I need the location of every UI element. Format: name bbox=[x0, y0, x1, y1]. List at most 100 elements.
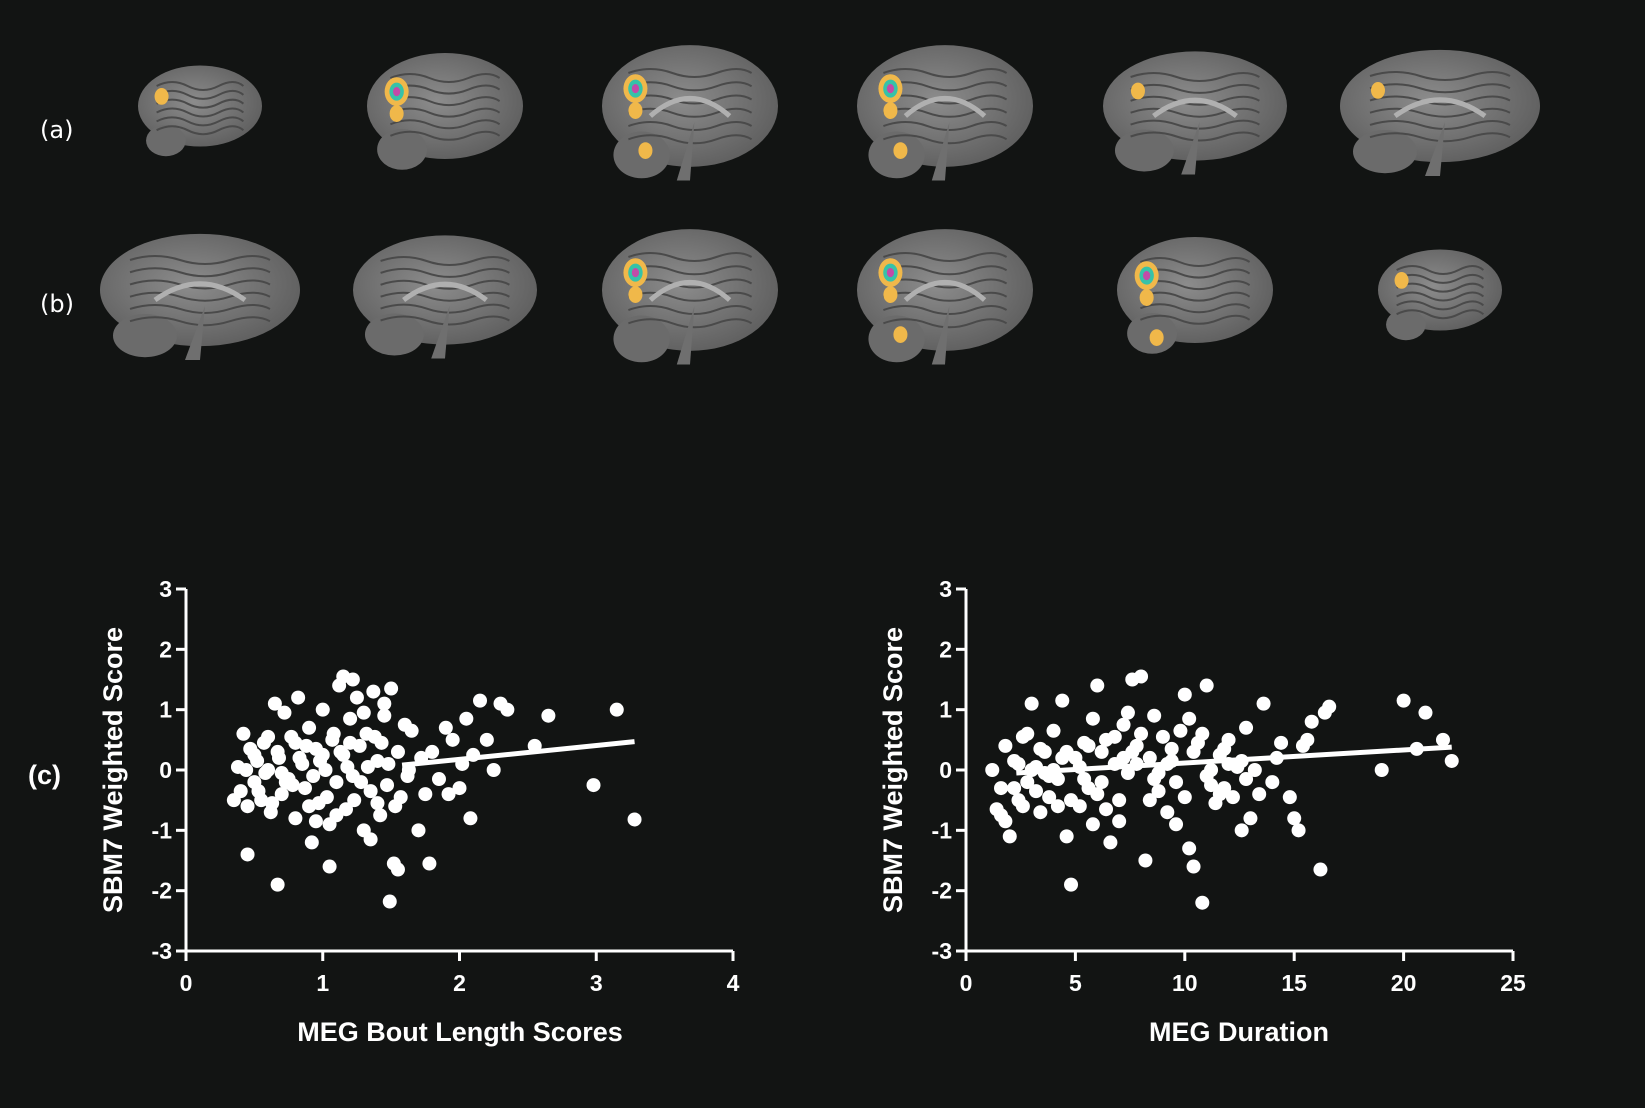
activation-blob bbox=[883, 102, 898, 119]
x-tick-label: 4 bbox=[727, 970, 740, 996]
brain-slices bbox=[100, 45, 1540, 365]
scatter-point bbox=[271, 750, 286, 765]
scatter-point bbox=[306, 769, 321, 784]
brainstem bbox=[431, 306, 450, 359]
scatter-point bbox=[360, 759, 375, 774]
scatter-point bbox=[1094, 744, 1109, 759]
brain-slice bbox=[138, 65, 262, 157]
brain-sulcus bbox=[883, 107, 1008, 118]
scatter-point bbox=[473, 693, 488, 708]
brainstem bbox=[931, 122, 950, 181]
scatter-point bbox=[1173, 723, 1188, 738]
scatter-point bbox=[479, 732, 494, 747]
scatter-point bbox=[1182, 841, 1197, 856]
scatter-point bbox=[1435, 732, 1450, 747]
scatter-point bbox=[1042, 790, 1057, 805]
scatter-point bbox=[240, 799, 255, 814]
brain-sulcus bbox=[883, 68, 1008, 78]
brain-sulcus bbox=[1130, 72, 1260, 82]
scatter-point bbox=[1151, 784, 1166, 799]
scatter-point bbox=[1204, 778, 1219, 793]
y-tick-label: -3 bbox=[932, 938, 952, 964]
scatter-point bbox=[373, 808, 388, 823]
brain-sulcus bbox=[129, 316, 271, 327]
scatter-point bbox=[374, 735, 389, 750]
brainstem bbox=[1181, 122, 1200, 175]
y-axis-label: SBM7 Weighted Score bbox=[878, 627, 908, 913]
scatter-point bbox=[486, 763, 501, 777]
scatter-point bbox=[377, 696, 392, 711]
scatter-point bbox=[438, 720, 453, 735]
scatter-point bbox=[1195, 726, 1210, 741]
brain-sulcus bbox=[628, 318, 753, 329]
scatter-point bbox=[277, 705, 292, 720]
brain-sulcus bbox=[1140, 303, 1251, 314]
y-tick-label: 0 bbox=[159, 757, 172, 783]
trend-line bbox=[401, 739, 635, 768]
scatter-point bbox=[1252, 787, 1267, 802]
brainstem bbox=[185, 306, 205, 360]
scatter-point bbox=[1444, 753, 1459, 768]
brain-slice bbox=[857, 229, 1033, 365]
brain-sulcus bbox=[390, 130, 501, 141]
brain-cerebellum bbox=[113, 314, 177, 358]
scatter-point bbox=[1020, 775, 1035, 790]
scatter-point bbox=[1243, 811, 1258, 826]
scatter-point bbox=[326, 726, 341, 741]
brain-sulcus bbox=[883, 265, 1008, 276]
scatter-point bbox=[404, 723, 419, 738]
scatter-point bbox=[236, 726, 251, 741]
activation-blob bbox=[389, 105, 404, 122]
brain-slice bbox=[1378, 249, 1502, 341]
scatter-point bbox=[1225, 790, 1240, 805]
scatter-point bbox=[609, 702, 624, 717]
brain-slice bbox=[857, 45, 1033, 181]
brain-sulcus bbox=[628, 81, 753, 92]
x-tick-label: 1 bbox=[316, 970, 329, 996]
brain-sulcus bbox=[1369, 95, 1511, 106]
scatter-point bbox=[343, 711, 358, 726]
scatter-point bbox=[998, 738, 1013, 753]
brain-sulcus bbox=[380, 279, 510, 290]
scatter-point bbox=[1020, 726, 1035, 741]
scatter-point bbox=[251, 784, 266, 799]
scatter-point bbox=[304, 835, 319, 850]
brain-sulcus bbox=[628, 252, 753, 262]
brain-sulcus bbox=[628, 121, 753, 132]
brain-sulcus bbox=[1369, 119, 1511, 130]
scatter-point bbox=[382, 894, 397, 909]
scatter-point bbox=[302, 799, 317, 814]
scatter-point bbox=[288, 735, 303, 750]
activation-blob bbox=[893, 326, 908, 343]
activation-blob bbox=[154, 88, 169, 105]
brain-cerebellum bbox=[377, 129, 428, 170]
scatter-point bbox=[1116, 717, 1131, 732]
brain-sulcus bbox=[628, 265, 753, 276]
scatter-point bbox=[315, 747, 330, 762]
brain-sulcus bbox=[156, 107, 245, 118]
brain-cerebellum bbox=[1353, 130, 1417, 174]
scatter-point bbox=[1142, 793, 1157, 808]
activation-blob bbox=[1371, 82, 1385, 99]
activation-blob bbox=[628, 102, 643, 119]
scatter-point bbox=[1024, 696, 1039, 711]
scatter-point bbox=[343, 735, 358, 750]
scatter-point bbox=[627, 812, 642, 827]
brain-sulcus bbox=[883, 94, 1008, 105]
scatter-point bbox=[1239, 772, 1254, 787]
brain-sulcus bbox=[1140, 291, 1251, 302]
scatter-point bbox=[431, 772, 446, 787]
activation-blob bbox=[638, 142, 653, 160]
x-tick-label: 0 bbox=[960, 970, 973, 996]
brain-sulcus bbox=[628, 291, 753, 302]
activation-blob bbox=[1149, 329, 1164, 346]
scatter-point bbox=[315, 702, 330, 717]
x-tick-label: 2 bbox=[453, 970, 466, 996]
brain-sulcus bbox=[1396, 265, 1485, 275]
scatter-point bbox=[363, 784, 378, 799]
scatter-point bbox=[340, 759, 355, 774]
activation-blob bbox=[1394, 272, 1409, 289]
scatter-point bbox=[1134, 726, 1149, 741]
activation-blob bbox=[1130, 82, 1145, 100]
